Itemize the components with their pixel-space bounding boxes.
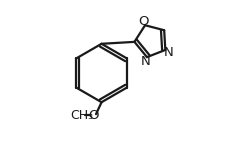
Text: O: O: [88, 109, 98, 122]
Text: N: N: [164, 46, 174, 59]
Text: CH₃: CH₃: [70, 109, 93, 122]
Text: N: N: [141, 55, 151, 68]
Text: O: O: [138, 15, 149, 28]
